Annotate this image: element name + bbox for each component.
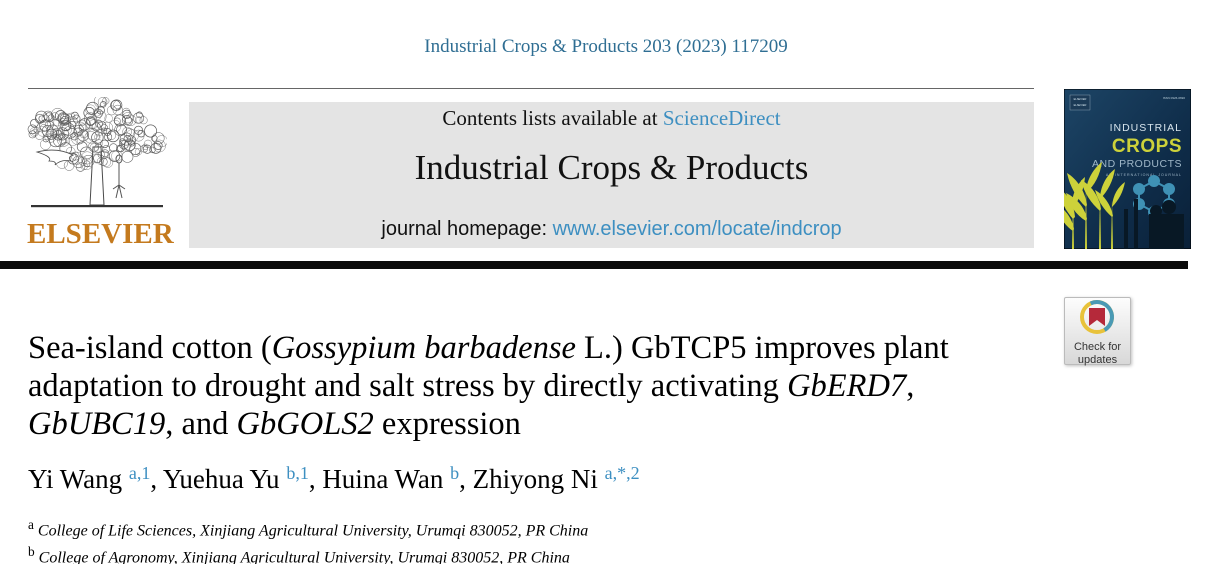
- svg-text:ELSEVIER: ELSEVIER: [1074, 97, 1087, 101]
- svg-text:AN INTERNATIONAL JOURNAL: AN INTERNATIONAL JOURNAL: [1106, 173, 1182, 177]
- svg-text:CROPS: CROPS: [1112, 136, 1182, 157]
- svg-text:ELSEVIER: ELSEVIER: [1074, 103, 1087, 107]
- svg-text:INDUSTRIAL: INDUSTRIAL: [1110, 122, 1182, 134]
- svg-text:AND PRODUCTS: AND PRODUCTS: [1092, 158, 1182, 170]
- svg-text:ISSN 0926-6690: ISSN 0926-6690: [1163, 96, 1186, 100]
